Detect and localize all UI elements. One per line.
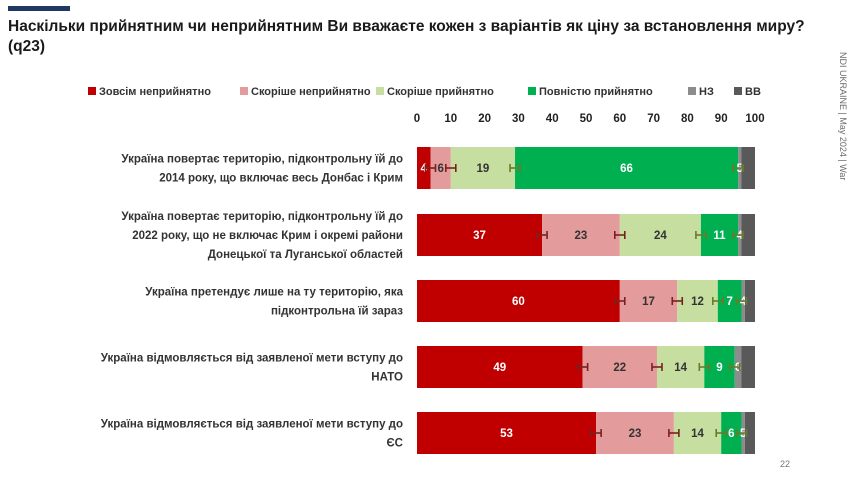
bar-value-label: 6 [728, 428, 734, 440]
bar-segment [717, 280, 742, 322]
bar-value-label: 66 [620, 163, 633, 175]
x-tick-label: 100 [745, 113, 764, 125]
legend-swatch-5 [734, 87, 742, 95]
bar-segment [677, 280, 718, 322]
bar-segment [417, 346, 583, 388]
bar-value-label: 49 [493, 362, 506, 374]
bar-segment [700, 214, 739, 256]
bar-value-label: 5 [737, 163, 744, 175]
category-label: Донецької та Луганської областей [208, 249, 403, 261]
category-label: Україна претендує лише на ту територію, … [145, 287, 403, 299]
bar-value-label: 60 [512, 296, 525, 308]
bar-segment [430, 147, 451, 189]
bar-segment [656, 346, 705, 388]
bar-segment [741, 214, 755, 256]
bar-value-label: 6 [437, 163, 443, 175]
legend-label-4: НЗ [699, 86, 714, 98]
bar-value-label: 11 [713, 230, 726, 242]
x-tick-label: 70 [647, 113, 660, 125]
bar-value-label: 4 [421, 163, 428, 175]
bar-value-label: 4 [737, 230, 744, 242]
bar-value-label: 24 [654, 230, 667, 242]
bar-segment [673, 412, 722, 454]
category-label: Україна відмовляється від заявленої мети… [101, 419, 403, 431]
bar-value-label: 22 [613, 362, 626, 374]
legend-swatch-4 [688, 87, 696, 95]
bar-segment [744, 280, 755, 322]
bar-value-label: 53 [500, 428, 513, 440]
legend-swatch-0 [88, 87, 96, 95]
legend-swatch-1 [240, 87, 248, 95]
bar-segment [417, 280, 620, 322]
legend-label-2: Скоріше прийнятно [387, 86, 494, 98]
title-accent-line [8, 6, 70, 11]
bar-value-label: 6 [735, 362, 741, 374]
x-tick-label: 50 [580, 113, 593, 125]
legend-label-1: Скоріше неприйнятно [251, 86, 371, 98]
x-tick-label: 10 [444, 113, 457, 125]
legend-swatch-2 [376, 87, 384, 95]
category-label: Україна відмовляється від заявленої мети… [101, 353, 403, 365]
bar-value-label: 7 [726, 296, 732, 308]
bar-segment [619, 280, 678, 322]
category-label: 2022 року, що не включає Крим і окремі р… [132, 230, 403, 242]
legend-swatch-3 [528, 87, 536, 95]
category-label: ЄС [387, 438, 404, 450]
bar-segment [417, 214, 543, 256]
bar-segment [596, 412, 674, 454]
x-tick-label: 0 [414, 113, 420, 125]
bar-value-label: 23 [629, 428, 642, 440]
category-label: НАТО [371, 372, 403, 384]
bar-value-label: 19 [477, 163, 490, 175]
bar-value-label: 17 [642, 296, 655, 308]
bar-value-label: 5 [740, 428, 747, 440]
bar-segment [450, 147, 516, 189]
category-label: Україна повертає територію, підконтрольн… [121, 154, 403, 166]
x-tick-label: 80 [681, 113, 694, 125]
category-label: Україна повертає територію, підконтрольн… [121, 211, 403, 223]
bar-segment [515, 147, 739, 189]
x-tick-label: 40 [546, 113, 559, 125]
chart-title: Наскільки прийнятним чи неприйнятним Ви … [8, 18, 805, 55]
category-label: підконтрольна їй зараз [271, 306, 403, 318]
bar-segment [721, 412, 742, 454]
category-label: 2014 року, що включає весь Донбас і Крим [159, 173, 403, 185]
bar-segment [744, 412, 755, 454]
x-tick-label: 90 [715, 113, 728, 125]
bar-value-label: 14 [674, 362, 687, 374]
x-tick-label: 30 [512, 113, 525, 125]
bar-segment [619, 214, 701, 256]
x-tick-label: 20 [478, 113, 491, 125]
page-number: 22 [780, 459, 791, 469]
legend-label-3: Повністю прийнятно [539, 86, 653, 98]
bar-value-label: 9 [716, 362, 722, 374]
legend-label-0: Зовсім неприйнятно [99, 86, 211, 98]
bar-segment [582, 346, 657, 388]
bar-value-label: 23 [575, 230, 588, 242]
bar-value-label: 14 [691, 428, 704, 440]
bar-value-label: 12 [691, 296, 704, 308]
bar-segment [542, 214, 620, 256]
bar-segment [741, 147, 755, 189]
bar-segment [417, 412, 597, 454]
x-tick-label: 60 [613, 113, 626, 125]
bar-value-label: 4 [740, 296, 747, 308]
bar-value-label: 37 [473, 230, 486, 242]
bar-segment [741, 346, 755, 388]
side-label: NDI UKRAINE | May 2024 | War [838, 52, 848, 181]
bar-segment [417, 147, 431, 189]
legend-label-5: ВВ [745, 86, 761, 98]
